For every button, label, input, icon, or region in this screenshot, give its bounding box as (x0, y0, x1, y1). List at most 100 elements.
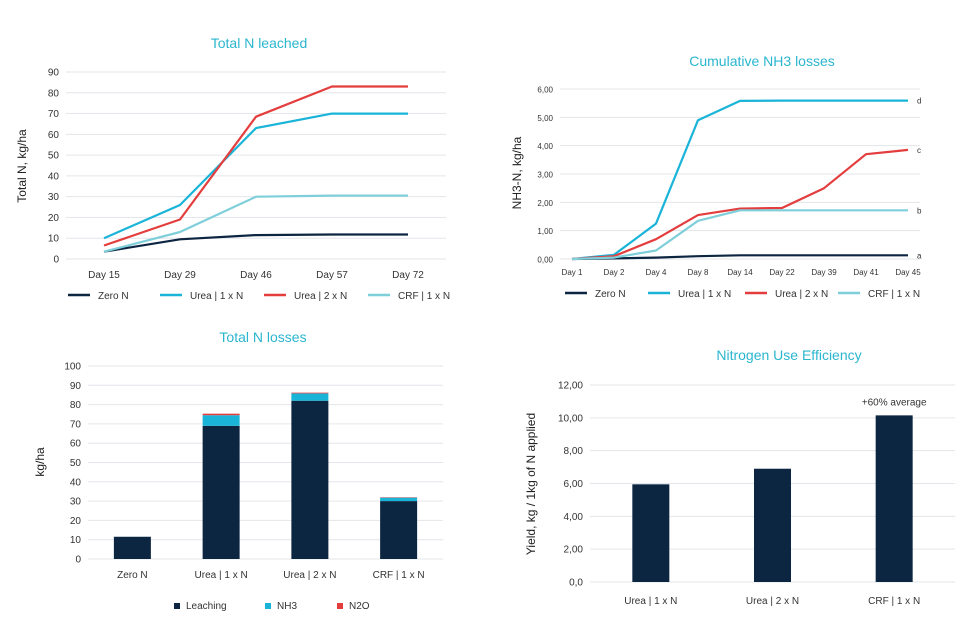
series-line-crf-1-x-n (103, 194, 408, 253)
bar-segment-leaching (380, 501, 418, 559)
y-tick-label: 80 (48, 88, 60, 99)
chart-title: Nitrogen Use Efficiency (716, 347, 861, 363)
y-tick-label: 40 (70, 477, 82, 488)
x-tick-label: Day 72 (392, 270, 424, 281)
bar-segment-leaching (291, 400, 329, 559)
y-tick-label: 6,00 (564, 479, 584, 490)
legend-label: Urea | 2 x N (294, 291, 347, 302)
y-tick-label: 0 (75, 555, 81, 566)
bar-annotation: +60% average (862, 397, 927, 408)
x-tick-label: Day 39 (811, 268, 837, 277)
nitrogen-use-efficiency-chart: Nitrogen Use Efficiency Yield, kg / 1kg … (524, 347, 955, 607)
x-tick-label: Urea | 1 x N (624, 596, 677, 607)
series-line-urea-2-x-n (571, 148, 909, 261)
legend-swatch (265, 603, 271, 609)
bar (875, 415, 913, 582)
bar-segment-nh3 (291, 393, 329, 401)
legend-swatch (337, 603, 343, 609)
bar-segment-nh3 (380, 497, 418, 502)
x-tick-label: Day 57 (316, 270, 348, 281)
x-tick-label: Day 29 (164, 270, 196, 281)
y-tick-label: 50 (70, 458, 82, 469)
y-tick-label: 2,00 (564, 545, 584, 556)
bar (754, 468, 791, 582)
y-tick-label: 40 (48, 171, 60, 182)
y-tick-label: 10 (70, 535, 82, 546)
y-tick-label: 0,0 (569, 578, 583, 589)
y-tick-label: 4,00 (564, 512, 584, 523)
legend-label: N2O (349, 601, 370, 612)
x-tick-label: Day 2 (604, 268, 625, 277)
x-tick-label: Day 22 (769, 268, 795, 277)
y-tick-label: 10 (48, 234, 60, 245)
legend-label: Urea | 1 x N (190, 291, 243, 302)
legend-label: Leaching (186, 601, 227, 612)
y-tick-label: 60 (70, 439, 82, 450)
y-tick-label: 4,00 (537, 142, 553, 151)
x-tick-label: Day 46 (240, 270, 272, 281)
series-line-urea-1-x-n (103, 112, 408, 240)
y-tick-label: 80 (70, 400, 82, 411)
y-tick-label: 8,00 (564, 446, 584, 457)
bar-segment-leaching (202, 425, 240, 559)
y-axis-label: NH3-N, kg/ha (510, 136, 524, 209)
x-tick-label: Day 8 (688, 268, 709, 277)
legend-label: Urea | 1 x N (678, 289, 731, 300)
y-tick-label: 50 (48, 151, 60, 162)
cumulative-nh3-losses-chart: Cumulative NH3 losses NH3-N, kg/ha 0,00 1… (510, 53, 922, 300)
y-tick-label: 90 (70, 381, 82, 392)
y-tick-label: 1,00 (537, 227, 553, 236)
y-axis-label: kg/ha (33, 447, 47, 477)
x-tick-label: Day 1 (562, 268, 583, 277)
series-end-label: b (917, 206, 922, 215)
y-tick-label: 90 (48, 68, 60, 79)
legend-label: Zero N (595, 289, 626, 300)
x-tick-label: Day 45 (895, 268, 921, 277)
y-tick-label: 30 (70, 497, 82, 508)
y-axis-label: Yield, kg / 1kg of N applied (524, 413, 538, 555)
y-tick-label: 70 (70, 419, 82, 430)
x-tick-label: Zero N (117, 570, 148, 581)
series-end-label: c (917, 146, 921, 155)
series-end-label: a (917, 251, 922, 260)
x-tick-label: Day 14 (727, 268, 753, 277)
x-tick-label: CRF | 1 x N (868, 596, 920, 607)
x-tick-label: Urea | 2 x N (283, 570, 336, 581)
series-end-label: d (917, 97, 921, 106)
y-tick-label: 12,00 (558, 381, 583, 392)
bar-segment-n2o (291, 392, 329, 394)
bar-segment-nh3 (202, 415, 240, 426)
series-line-urea-2-x-n (103, 85, 408, 247)
chart-title: Cumulative NH3 losses (689, 53, 835, 69)
legend-label: Zero N (98, 291, 129, 302)
series-line-zero-n (571, 254, 908, 261)
y-tick-label: 6,00 (537, 86, 553, 95)
total-n-leached-chart: Total N leached Total N, kg/ha 0 10 20 30 40… (15, 35, 450, 302)
y-tick-label: 100 (64, 362, 81, 373)
x-tick-label: Day 41 (853, 268, 879, 277)
x-tick-label: Urea | 2 x N (746, 596, 799, 607)
chart-title: Total N losses (219, 329, 306, 345)
y-tick-label: 10,00 (558, 413, 583, 424)
legend-label: CRF | 1 x N (868, 289, 920, 300)
y-axis-label: Total N, kg/ha (15, 129, 29, 203)
bar-segment-n2o (202, 413, 240, 416)
bar (632, 484, 670, 582)
y-tick-label: 30 (48, 192, 60, 203)
series-line-urea-1-x-n (571, 99, 908, 261)
legend-swatch (174, 603, 180, 609)
total-n-losses-chart: Total N losses kg/ha 0 10 20 30 40 50 60 70 80 90… (33, 329, 443, 612)
x-tick-label: Urea | 1 x N (195, 570, 248, 581)
y-tick-label: 0 (53, 255, 59, 266)
series-line-zero-n (103, 233, 408, 253)
y-tick-label: 20 (70, 516, 82, 527)
legend-label: CRF | 1 x N (398, 291, 450, 302)
y-tick-label: 20 (48, 213, 60, 224)
y-tick-label: 3,00 (537, 171, 553, 180)
y-tick-label: 0,00 (537, 256, 553, 265)
y-tick-label: 2,00 (537, 199, 553, 208)
x-tick-label: Day 15 (88, 270, 120, 281)
x-tick-label: Day 4 (646, 268, 667, 277)
x-tick-label: CRF | 1 x N (373, 570, 425, 581)
chart-title: Total N leached (211, 35, 308, 51)
